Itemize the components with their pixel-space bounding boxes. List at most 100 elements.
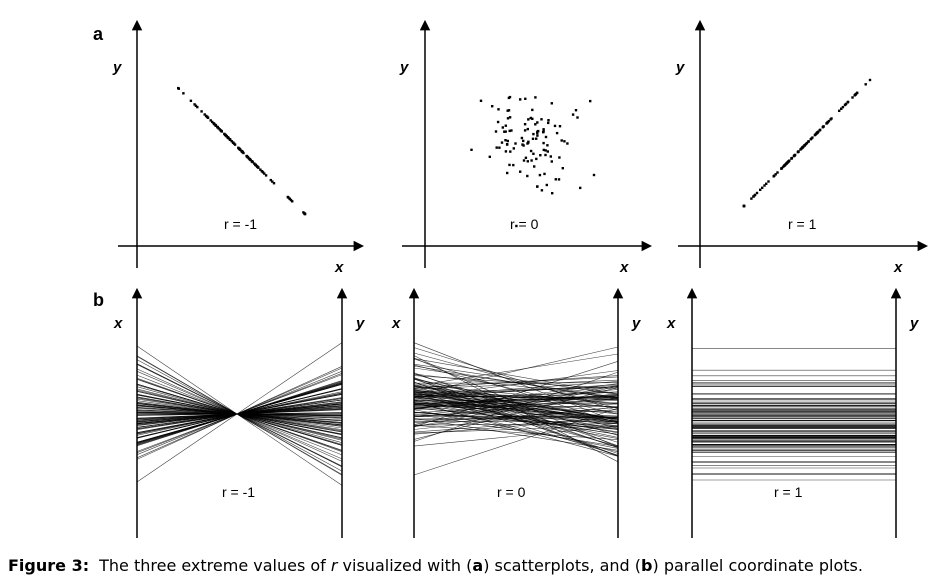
scatter-point bbox=[801, 145, 805, 149]
scatter-point bbox=[534, 123, 537, 126]
scatter-point bbox=[555, 131, 559, 135]
scatter-point bbox=[241, 150, 244, 154]
scatter-point bbox=[742, 204, 746, 208]
scatter-point bbox=[558, 156, 561, 159]
scatter-point bbox=[534, 96, 537, 99]
scatter-point bbox=[544, 135, 548, 139]
scatter-point bbox=[540, 118, 543, 121]
scatter-point bbox=[496, 120, 500, 124]
scatter-point bbox=[526, 160, 529, 163]
scatter-point bbox=[520, 136, 524, 140]
pc-right-label: y bbox=[909, 315, 919, 332]
scatter-point bbox=[272, 182, 276, 185]
scatter-point bbox=[536, 130, 539, 133]
pc-right-label: y bbox=[355, 315, 365, 332]
scatter-point bbox=[804, 143, 807, 146]
scatter-point bbox=[219, 129, 223, 132]
scatter-point bbox=[765, 182, 768, 185]
scatter-point bbox=[288, 197, 291, 200]
scatter-point bbox=[846, 100, 850, 104]
pc-line bbox=[136, 368, 343, 462]
pc-lines bbox=[692, 348, 896, 481]
pc-line bbox=[413, 397, 619, 409]
scatter-point bbox=[519, 170, 522, 173]
scatter-point bbox=[807, 140, 810, 143]
scatter-point bbox=[512, 147, 515, 150]
scatter-point bbox=[773, 174, 776, 177]
scatter-point bbox=[536, 131, 539, 135]
scatter-point bbox=[526, 174, 529, 178]
scatter-point bbox=[783, 163, 787, 167]
scatter-point bbox=[592, 173, 596, 177]
scatter-point bbox=[504, 150, 508, 153]
scatter-point bbox=[506, 109, 509, 112]
scatter-point bbox=[554, 178, 557, 181]
figure-3-diagram: a b y x r = -1 y x r = 0 y x r = 1 x y r… bbox=[93, 19, 929, 538]
pc-left-label: x bbox=[113, 315, 123, 332]
scatter-point bbox=[533, 165, 536, 168]
scatter-point bbox=[535, 137, 538, 140]
scatter-point bbox=[225, 135, 228, 138]
scatter-point bbox=[787, 160, 790, 163]
scatter-point bbox=[759, 188, 762, 191]
scatter-point bbox=[553, 124, 557, 128]
scatter-point bbox=[269, 178, 272, 182]
scatter-point bbox=[194, 104, 198, 107]
scatter-point bbox=[547, 119, 550, 122]
pc-line bbox=[413, 381, 619, 397]
scatter-point bbox=[576, 116, 579, 119]
pc-line bbox=[413, 391, 619, 401]
scatter-point bbox=[491, 105, 494, 108]
scatter-point bbox=[752, 195, 755, 198]
figure-caption: Figure 3: The three extreme values of r v… bbox=[8, 556, 938, 575]
scatter-point bbox=[500, 141, 504, 144]
scatter-point bbox=[503, 130, 506, 133]
scatter-point bbox=[560, 139, 563, 142]
scatter-point bbox=[264, 174, 268, 177]
scatter-point bbox=[177, 86, 180, 90]
scatter-point bbox=[470, 148, 473, 151]
scatter-point bbox=[209, 119, 212, 122]
scatter-y-label: y bbox=[399, 59, 409, 76]
pc-right-label: y bbox=[631, 315, 641, 332]
scatter-point bbox=[504, 139, 507, 142]
pc-left-label: x bbox=[666, 315, 676, 332]
pc-line bbox=[413, 396, 619, 427]
scatter-point bbox=[561, 167, 564, 170]
scatter-point bbox=[546, 144, 549, 147]
scatter-point bbox=[774, 173, 777, 176]
scatter-point bbox=[523, 129, 527, 132]
pc-line bbox=[413, 353, 619, 387]
scatter-point bbox=[776, 171, 779, 174]
scatter-point bbox=[531, 137, 535, 140]
scatter-point bbox=[868, 78, 872, 82]
scatter-point bbox=[761, 186, 764, 189]
scatter-y-label: y bbox=[675, 59, 685, 76]
scatter-y-label: y bbox=[112, 59, 122, 76]
scatter-point bbox=[755, 191, 759, 195]
scatter-point bbox=[822, 125, 825, 128]
pc-line bbox=[413, 396, 619, 405]
scatter-point bbox=[753, 194, 756, 197]
scatter-point bbox=[249, 158, 252, 162]
scatter-point bbox=[566, 142, 569, 145]
scatter-point bbox=[549, 155, 552, 158]
scatter-point bbox=[532, 152, 535, 155]
scatter-point bbox=[302, 211, 305, 214]
scatter-point bbox=[800, 147, 803, 150]
scatter-point bbox=[506, 117, 510, 120]
scatter-point bbox=[544, 153, 547, 157]
scatter-point bbox=[250, 160, 254, 163]
scatter-point bbox=[767, 180, 770, 183]
scatter-point bbox=[763, 184, 766, 187]
scatter-point bbox=[550, 102, 553, 105]
scatter-point bbox=[506, 171, 509, 175]
scatter-x-label: x bbox=[893, 259, 903, 276]
scatter-point bbox=[214, 124, 218, 127]
pc-line bbox=[413, 382, 619, 384]
scatter-point bbox=[519, 98, 522, 101]
scatter-point bbox=[263, 172, 266, 175]
scatter-point bbox=[536, 134, 539, 137]
scatter-point bbox=[512, 163, 515, 167]
pc-line bbox=[413, 389, 619, 422]
